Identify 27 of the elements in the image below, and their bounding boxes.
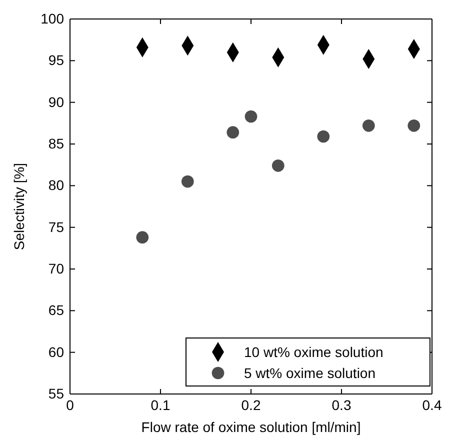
- x-tick-label: 0: [66, 396, 74, 413]
- x-tick-label: 0.2: [241, 396, 261, 413]
- point: [226, 126, 240, 138]
- y-tick-label: 70: [48, 260, 64, 276]
- y-tick-label: 60: [48, 344, 64, 360]
- y-tick-label: 65: [48, 302, 64, 318]
- point: [408, 120, 420, 132]
- legend-label: 10 wt% oxime solution: [244, 344, 384, 360]
- point: [317, 130, 330, 143]
- x-tick-label: 0.4: [422, 396, 442, 413]
- y-tick-label: 80: [48, 177, 64, 194]
- y-tick-label: 90: [48, 94, 64, 110]
- y-tick-label: 75: [48, 218, 64, 235]
- x-tick-label: 0.3: [332, 396, 352, 413]
- y-tick-label: 95: [48, 52, 64, 68]
- point: [272, 160, 284, 172]
- x-axis-title: Flow rate of oxime solution [ml/min]: [141, 419, 361, 435]
- x-tick-label: 0.1: [150, 396, 170, 413]
- y-tick-label: 85: [48, 135, 64, 152]
- point: [244, 110, 258, 123]
- point: [136, 231, 149, 244]
- y-tick-label: 100: [40, 10, 64, 26]
- point: [181, 175, 194, 188]
- point: [362, 120, 375, 132]
- legend-label: 5 wt% oxime solution: [244, 365, 376, 381]
- y-tick-label: 55: [48, 385, 64, 402]
- y-axis-title: Selectivity [%]: [11, 162, 27, 250]
